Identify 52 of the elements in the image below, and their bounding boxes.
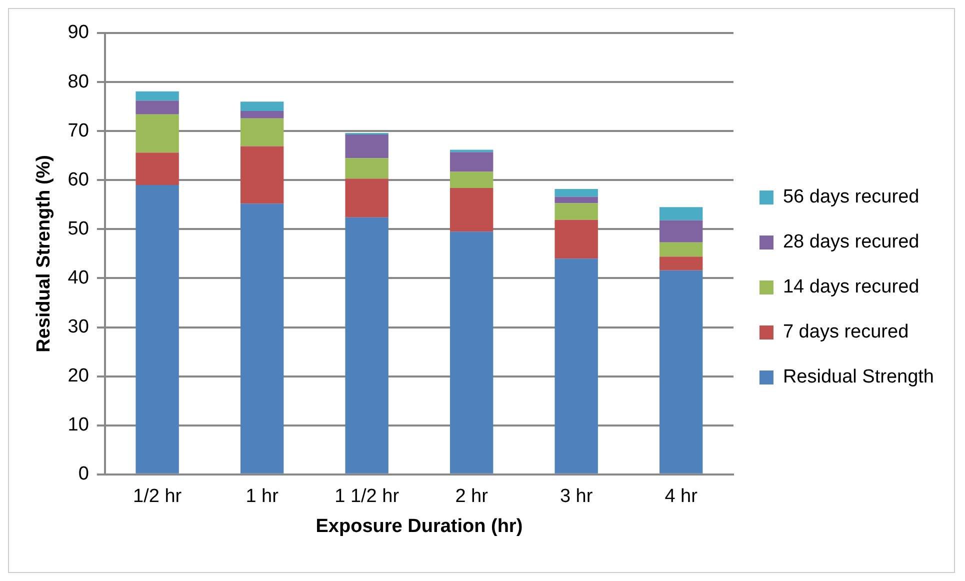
bar bbox=[554, 220, 598, 259]
bar bbox=[240, 110, 284, 118]
y-tick-label: 90 bbox=[68, 22, 89, 44]
y-tick-label: 80 bbox=[68, 71, 89, 92]
legend-label: 28 days recured bbox=[782, 232, 920, 253]
y-axis-title: Residual Strength (%) bbox=[34, 154, 55, 352]
x-tick-label: 1 hr bbox=[246, 486, 280, 508]
bar bbox=[659, 207, 703, 220]
x-tick-label: 1 1/2 hr bbox=[334, 486, 400, 508]
bar bbox=[554, 188, 598, 197]
bar bbox=[240, 102, 284, 111]
x-tick-label: 3 hr bbox=[560, 486, 594, 508]
bar bbox=[450, 172, 494, 188]
bar bbox=[554, 196, 598, 204]
bar bbox=[240, 146, 284, 204]
bar bbox=[450, 188, 494, 232]
y-tick-label: 30 bbox=[68, 316, 89, 338]
x-tick-label: 2 hr bbox=[455, 486, 489, 508]
bar bbox=[345, 158, 388, 179]
y-tick-label: 70 bbox=[68, 120, 89, 142]
bar bbox=[450, 232, 494, 474]
legend-label: 14 days recured bbox=[782, 276, 920, 298]
bar bbox=[136, 114, 179, 153]
x-tick-label: 1/2 hr bbox=[133, 486, 182, 508]
bar bbox=[136, 185, 179, 474]
y-tick-label: 60 bbox=[68, 169, 89, 190]
y-tick-label: 20 bbox=[68, 366, 89, 387]
bar bbox=[659, 270, 703, 474]
bar bbox=[450, 150, 494, 152]
y-tick-label: 0 bbox=[78, 464, 89, 485]
legend-label: Residual Strength bbox=[782, 366, 934, 388]
bar bbox=[659, 256, 703, 270]
y-tick-label: 40 bbox=[68, 267, 89, 288]
bar bbox=[136, 100, 179, 114]
bar bbox=[345, 178, 388, 218]
y-tick-label: 50 bbox=[68, 218, 89, 240]
bar bbox=[240, 118, 284, 146]
y-tick-label: 10 bbox=[68, 414, 89, 436]
bar bbox=[240, 204, 284, 474]
bar bbox=[659, 220, 703, 242]
x-tick-label: 4 hr bbox=[664, 486, 698, 508]
bar bbox=[345, 217, 388, 474]
bar bbox=[659, 242, 703, 257]
legend-label: 7 days recured bbox=[782, 322, 909, 343]
bar bbox=[136, 152, 179, 186]
legend-label: 56 days recured bbox=[782, 186, 920, 208]
bar bbox=[136, 91, 179, 101]
bar bbox=[554, 203, 598, 220]
x-axis-title: Exposure Duration (hr) bbox=[316, 516, 523, 537]
bar bbox=[345, 134, 388, 158]
bar bbox=[450, 152, 494, 172]
bar bbox=[554, 258, 598, 474]
